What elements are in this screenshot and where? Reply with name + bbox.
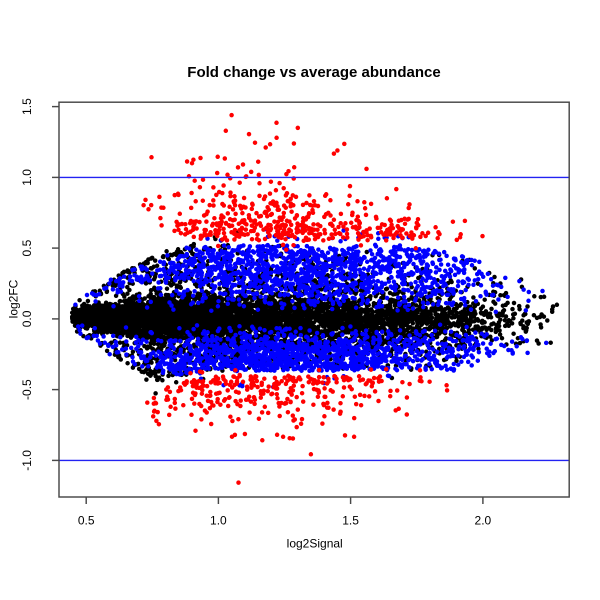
svg-text:1.0: 1.0 (210, 514, 227, 528)
svg-text:0.5: 0.5 (78, 514, 95, 528)
svg-text:0.0: 0.0 (20, 310, 34, 327)
svg-text:-0.5: -0.5 (20, 379, 34, 400)
svg-text:log2FC: log2FC (7, 279, 21, 318)
svg-text:Fold change vs average abundan: Fold change vs average abundance (187, 64, 440, 81)
svg-text:2.0: 2.0 (475, 514, 492, 528)
svg-text:-1.0: -1.0 (20, 450, 34, 471)
svg-text:1.5: 1.5 (342, 514, 359, 528)
svg-text:0.5: 0.5 (20, 239, 34, 256)
svg-text:log2Signal: log2Signal (287, 537, 343, 551)
svg-text:1.5: 1.5 (20, 98, 34, 115)
svg-text:1.0: 1.0 (20, 169, 34, 186)
